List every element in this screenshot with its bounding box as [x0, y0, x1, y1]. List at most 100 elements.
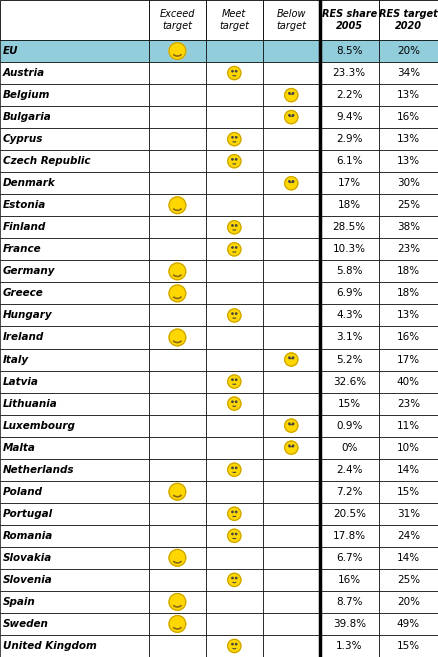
- Bar: [0, 194, 149, 216]
- Circle shape: [236, 578, 237, 579]
- Bar: [149, 106, 206, 128]
- Bar: [379, 613, 438, 635]
- Bar: [320, 172, 379, 194]
- Circle shape: [232, 225, 233, 226]
- Bar: [206, 348, 263, 371]
- Text: 18%: 18%: [338, 200, 361, 210]
- Circle shape: [228, 397, 241, 410]
- Bar: [206, 327, 263, 348]
- Circle shape: [232, 313, 233, 314]
- Text: 5.2%: 5.2%: [336, 355, 363, 365]
- Bar: [320, 150, 379, 172]
- Bar: [149, 216, 206, 238]
- Bar: [206, 613, 263, 635]
- Circle shape: [236, 643, 237, 645]
- Bar: [379, 547, 438, 569]
- Bar: [0, 62, 149, 84]
- Text: 20%: 20%: [397, 597, 420, 607]
- Text: 13%: 13%: [397, 311, 420, 321]
- Bar: [320, 393, 379, 415]
- Bar: [263, 371, 320, 393]
- Circle shape: [232, 467, 233, 468]
- Bar: [320, 283, 379, 304]
- Text: Romania: Romania: [3, 531, 53, 541]
- Circle shape: [285, 89, 298, 102]
- Bar: [149, 635, 206, 657]
- Bar: [206, 283, 263, 304]
- Bar: [206, 260, 263, 283]
- Bar: [263, 40, 320, 62]
- Circle shape: [289, 445, 290, 447]
- Bar: [206, 393, 263, 415]
- Text: RES share
2005: RES share 2005: [321, 9, 377, 31]
- Bar: [320, 591, 379, 613]
- Bar: [0, 304, 149, 327]
- Text: 10%: 10%: [397, 443, 420, 453]
- Bar: [263, 415, 320, 437]
- Bar: [379, 525, 438, 547]
- Bar: [263, 525, 320, 547]
- Text: Latvia: Latvia: [3, 376, 39, 386]
- Text: 16%: 16%: [397, 112, 420, 122]
- Bar: [206, 194, 263, 216]
- Text: 10.3%: 10.3%: [333, 244, 366, 254]
- Bar: [263, 393, 320, 415]
- Bar: [379, 393, 438, 415]
- Bar: [149, 415, 206, 437]
- Circle shape: [169, 549, 186, 566]
- Bar: [0, 238, 149, 260]
- Bar: [379, 172, 438, 194]
- Bar: [206, 40, 263, 62]
- Text: 16%: 16%: [397, 332, 420, 342]
- Text: 6.7%: 6.7%: [336, 553, 363, 563]
- Bar: [0, 283, 149, 304]
- Circle shape: [232, 247, 233, 248]
- Text: 15%: 15%: [397, 487, 420, 497]
- Circle shape: [232, 533, 233, 535]
- Circle shape: [232, 379, 233, 380]
- Bar: [379, 128, 438, 150]
- Bar: [320, 128, 379, 150]
- Bar: [263, 216, 320, 238]
- Text: 2.9%: 2.9%: [336, 134, 363, 144]
- Bar: [320, 348, 379, 371]
- Bar: [379, 481, 438, 503]
- Bar: [263, 150, 320, 172]
- Text: RES target
2020: RES target 2020: [379, 9, 438, 31]
- Circle shape: [228, 154, 241, 168]
- Bar: [320, 327, 379, 348]
- Bar: [320, 40, 379, 62]
- Text: Germany: Germany: [3, 266, 56, 277]
- Circle shape: [169, 43, 186, 59]
- Circle shape: [293, 181, 294, 182]
- Bar: [149, 327, 206, 348]
- Text: 13%: 13%: [397, 90, 420, 100]
- Circle shape: [169, 285, 186, 302]
- Text: 13%: 13%: [397, 156, 420, 166]
- Text: 20%: 20%: [397, 46, 420, 56]
- Bar: [206, 481, 263, 503]
- Circle shape: [236, 533, 237, 535]
- Bar: [149, 62, 206, 84]
- Bar: [149, 481, 206, 503]
- Bar: [263, 238, 320, 260]
- Text: Austria: Austria: [3, 68, 45, 78]
- Bar: [149, 348, 206, 371]
- Bar: [0, 0, 149, 40]
- Circle shape: [228, 375, 241, 388]
- Bar: [379, 437, 438, 459]
- Bar: [379, 591, 438, 613]
- Bar: [0, 40, 149, 62]
- Bar: [263, 128, 320, 150]
- Bar: [379, 260, 438, 283]
- Text: Exceed
target: Exceed target: [159, 9, 195, 31]
- Circle shape: [228, 463, 241, 476]
- Circle shape: [285, 177, 298, 190]
- Bar: [149, 194, 206, 216]
- Circle shape: [236, 401, 237, 402]
- Text: 2.2%: 2.2%: [336, 90, 363, 100]
- Text: Bulgaria: Bulgaria: [3, 112, 52, 122]
- Bar: [149, 172, 206, 194]
- Bar: [263, 0, 320, 40]
- Bar: [206, 128, 263, 150]
